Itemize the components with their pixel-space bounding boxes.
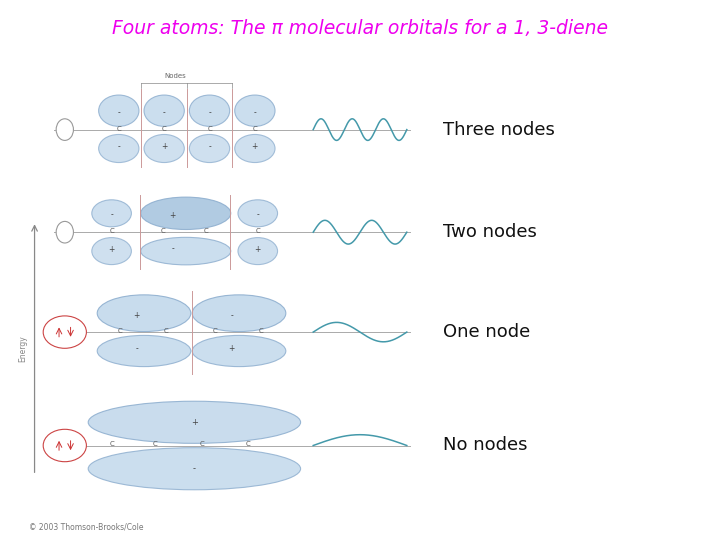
- Text: C: C: [117, 328, 122, 334]
- Text: -: -: [163, 109, 166, 117]
- Text: C: C: [163, 328, 168, 334]
- Text: -: -: [135, 344, 138, 353]
- Text: No nodes: No nodes: [443, 436, 527, 455]
- Ellipse shape: [99, 95, 139, 126]
- Ellipse shape: [92, 200, 132, 227]
- Text: -: -: [208, 142, 211, 151]
- Circle shape: [43, 429, 86, 462]
- Text: C: C: [161, 228, 165, 234]
- Text: C: C: [162, 125, 166, 132]
- Text: Three nodes: Three nodes: [443, 120, 554, 139]
- Text: C: C: [204, 228, 208, 234]
- Text: One node: One node: [443, 323, 530, 341]
- Text: C: C: [246, 441, 251, 448]
- Ellipse shape: [99, 134, 139, 163]
- Text: +: +: [134, 312, 140, 320]
- Text: C: C: [199, 441, 204, 448]
- Ellipse shape: [238, 200, 278, 227]
- Ellipse shape: [235, 95, 275, 126]
- Text: C: C: [109, 228, 114, 234]
- Ellipse shape: [144, 134, 184, 163]
- Text: C: C: [153, 441, 157, 448]
- Text: +: +: [191, 418, 198, 427]
- Text: C: C: [207, 125, 212, 132]
- Text: -: -: [117, 142, 120, 151]
- Circle shape: [43, 316, 86, 348]
- Ellipse shape: [97, 335, 191, 367]
- Text: -: -: [171, 245, 174, 253]
- Ellipse shape: [192, 335, 286, 367]
- Text: -: -: [256, 211, 259, 219]
- Ellipse shape: [56, 221, 73, 243]
- Text: +: +: [252, 142, 258, 151]
- Text: -: -: [230, 312, 233, 320]
- Text: -: -: [117, 109, 120, 117]
- Ellipse shape: [144, 95, 184, 126]
- Text: C: C: [109, 441, 114, 448]
- Ellipse shape: [56, 119, 73, 140]
- Ellipse shape: [192, 295, 286, 332]
- Ellipse shape: [235, 134, 275, 163]
- Ellipse shape: [89, 448, 301, 490]
- Text: Energy: Energy: [19, 335, 27, 362]
- Text: +: +: [161, 142, 167, 151]
- Text: © 2003 Thomson-Brooks/Cole: © 2003 Thomson-Brooks/Cole: [29, 523, 143, 532]
- Ellipse shape: [92, 238, 132, 265]
- Text: Nodes: Nodes: [164, 73, 186, 79]
- Text: C: C: [253, 125, 257, 132]
- Text: -: -: [110, 211, 113, 219]
- Text: +: +: [229, 344, 235, 353]
- Text: +: +: [255, 245, 261, 254]
- Text: -: -: [208, 109, 211, 117]
- Text: -: -: [193, 464, 196, 473]
- Ellipse shape: [97, 295, 191, 332]
- Text: +: +: [170, 211, 176, 220]
- Text: -: -: [253, 109, 256, 117]
- Ellipse shape: [89, 401, 301, 443]
- Ellipse shape: [238, 238, 278, 265]
- Ellipse shape: [141, 238, 230, 265]
- Text: C: C: [117, 125, 121, 132]
- Text: +: +: [109, 245, 114, 254]
- Text: C: C: [212, 328, 217, 334]
- Ellipse shape: [141, 197, 230, 230]
- Text: Two nodes: Two nodes: [443, 223, 536, 241]
- Ellipse shape: [189, 134, 230, 163]
- Text: C: C: [258, 328, 263, 334]
- Text: C: C: [256, 228, 260, 234]
- Text: Four atoms: The π molecular orbitals for a 1, 3-diene: Four atoms: The π molecular orbitals for…: [112, 19, 608, 38]
- Ellipse shape: [189, 95, 230, 126]
